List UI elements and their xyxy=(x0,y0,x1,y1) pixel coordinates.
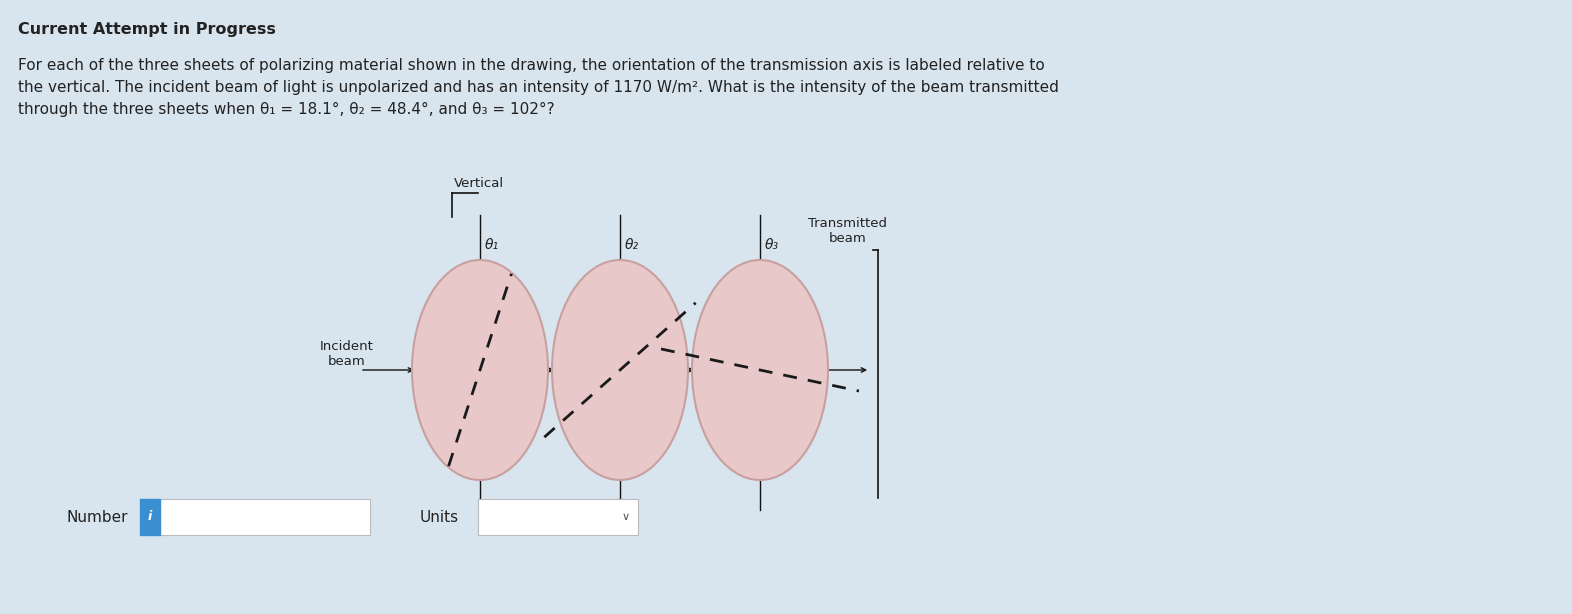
Text: Number: Number xyxy=(66,510,127,524)
Text: Units: Units xyxy=(420,510,459,524)
Text: through the three sheets when θ₁ = 18.1°, θ₂ = 48.4°, and θ₃ = 102°?: through the three sheets when θ₁ = 18.1°… xyxy=(17,102,555,117)
Text: θ₂: θ₂ xyxy=(626,238,640,252)
Text: Transmitted
beam: Transmitted beam xyxy=(808,217,888,245)
Text: For each of the three sheets of polarizing material shown in the drawing, the or: For each of the three sheets of polarizi… xyxy=(17,58,1045,73)
FancyBboxPatch shape xyxy=(160,499,369,535)
Text: the vertical. The incident beam of light is unpolarized and has an intensity of : the vertical. The incident beam of light… xyxy=(17,80,1060,95)
Text: Incident
beam: Incident beam xyxy=(321,340,374,368)
Text: θ₃: θ₃ xyxy=(766,238,780,252)
Text: i: i xyxy=(148,510,152,524)
Ellipse shape xyxy=(692,260,828,480)
FancyBboxPatch shape xyxy=(140,499,160,535)
Text: ∨: ∨ xyxy=(623,512,630,522)
Text: Current Attempt in Progress: Current Attempt in Progress xyxy=(17,22,275,37)
FancyBboxPatch shape xyxy=(478,499,638,535)
Ellipse shape xyxy=(552,260,689,480)
Text: Vertical: Vertical xyxy=(454,177,505,190)
Text: θ₁: θ₁ xyxy=(486,238,500,252)
Ellipse shape xyxy=(412,260,549,480)
